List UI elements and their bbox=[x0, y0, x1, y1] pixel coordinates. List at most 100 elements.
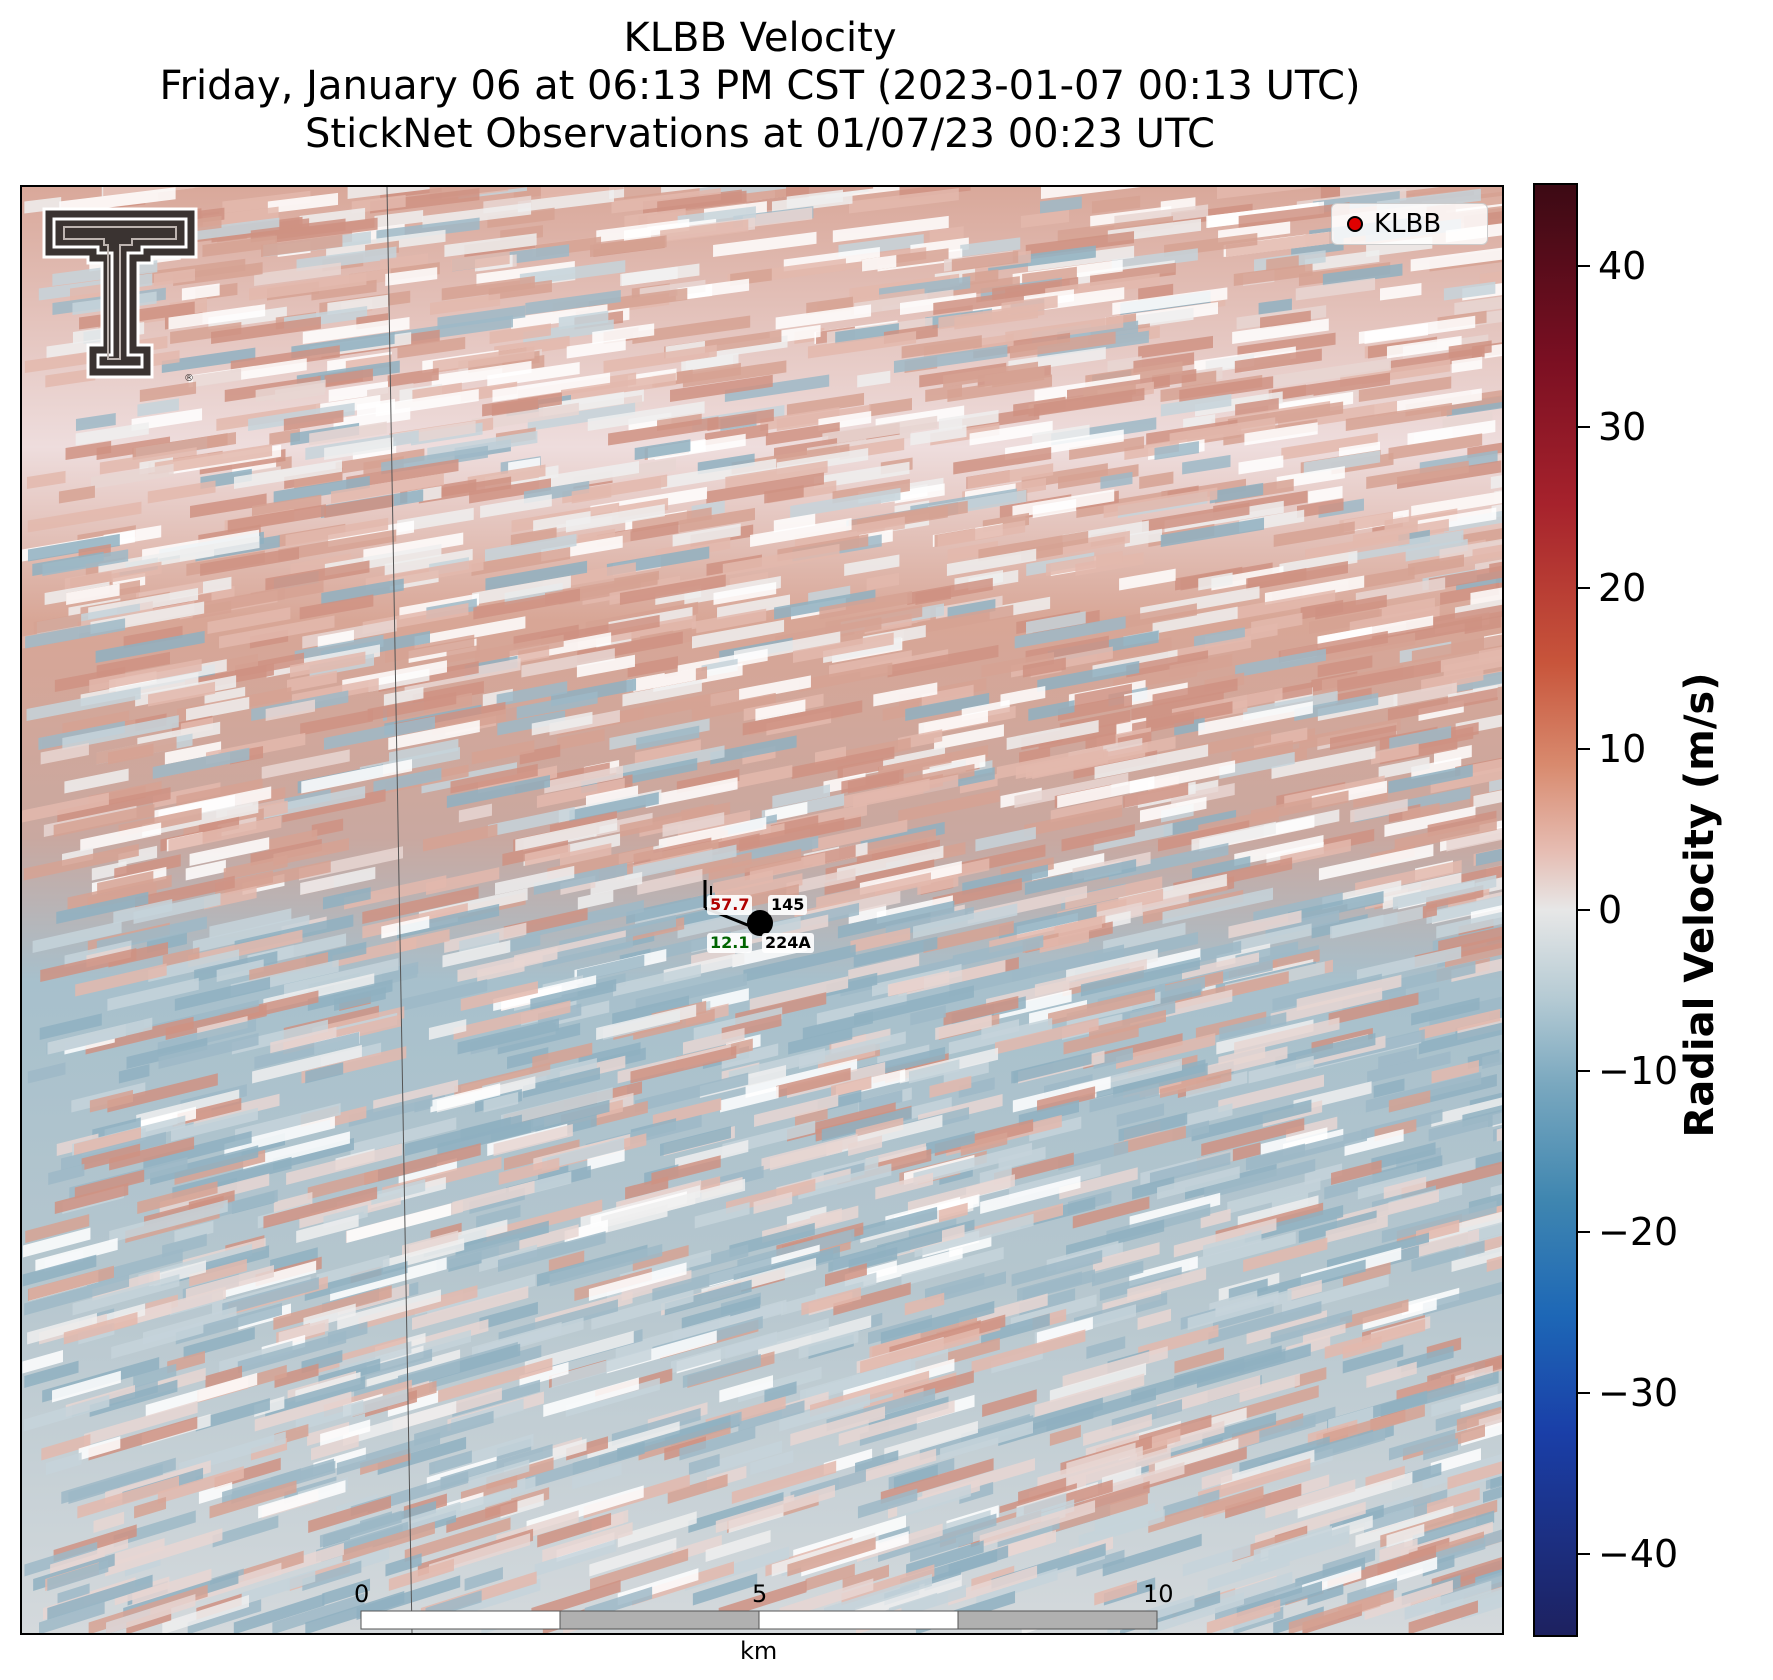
radar-cell bbox=[1244, 422, 1318, 446]
radar-cell bbox=[148, 949, 240, 982]
radar-cell bbox=[471, 402, 579, 431]
radar-cell bbox=[1187, 1289, 1292, 1330]
county-boundary-line bbox=[386, 187, 413, 1633]
radar-cell bbox=[334, 986, 386, 1011]
klbb-marker-icon bbox=[1347, 216, 1363, 232]
radar-cell bbox=[181, 283, 220, 301]
radar-cell bbox=[1069, 436, 1145, 460]
radar-cell bbox=[497, 710, 566, 736]
temperature-value: 57.7 bbox=[710, 895, 750, 914]
radar-cell bbox=[710, 735, 797, 765]
radar-cell bbox=[1227, 1177, 1321, 1214]
radar-cell bbox=[50, 1547, 105, 1577]
radar-cell bbox=[1411, 634, 1502, 663]
radar-cell bbox=[1093, 822, 1173, 852]
station-temperature: 57.7 bbox=[707, 895, 753, 915]
radar-cell bbox=[383, 686, 424, 707]
radar-cell bbox=[750, 517, 852, 547]
radar-cell bbox=[261, 234, 343, 257]
radar-cell bbox=[62, 710, 130, 736]
radar-cell bbox=[996, 745, 1104, 779]
radar-cell bbox=[309, 421, 387, 446]
radar-cell bbox=[774, 589, 876, 620]
radar-cell bbox=[1129, 760, 1236, 794]
radar-cell bbox=[1422, 1554, 1455, 1577]
radar-cell bbox=[473, 588, 581, 620]
radar-cell bbox=[1394, 818, 1497, 852]
radar-cell bbox=[971, 1329, 1086, 1374]
radar-cell bbox=[1033, 387, 1145, 417]
radar-cell bbox=[1202, 1412, 1277, 1446]
radar-cell bbox=[571, 485, 612, 504]
radar-cell bbox=[274, 1542, 344, 1577]
radar-cell bbox=[404, 1517, 511, 1562]
radar-cell bbox=[322, 1578, 371, 1606]
radar-cell bbox=[1380, 282, 1422, 301]
radar-cell bbox=[948, 1017, 1053, 1055]
radar-cell bbox=[1411, 997, 1480, 1026]
colorbar-tick-label: 10 bbox=[1598, 726, 1647, 771]
radar-cell bbox=[657, 190, 747, 214]
radar-cell bbox=[388, 720, 480, 750]
radar-cell bbox=[438, 1357, 553, 1403]
radar-cell bbox=[511, 304, 608, 330]
radar-cell bbox=[943, 1060, 989, 1084]
radar-cell bbox=[523, 319, 614, 344]
radar-cell bbox=[918, 710, 988, 736]
radar-cell bbox=[1123, 307, 1194, 330]
radar-cell bbox=[1234, 1017, 1340, 1055]
radar-cell bbox=[1347, 1577, 1398, 1606]
radar-cell bbox=[1442, 411, 1493, 431]
radar-cell bbox=[1160, 1068, 1232, 1098]
radar-cell bbox=[126, 1037, 208, 1069]
radar-cell bbox=[1270, 987, 1383, 1026]
radar-cell bbox=[908, 1059, 960, 1084]
radar-cell bbox=[510, 527, 557, 547]
colorbar-tick-label: −40 bbox=[1598, 1532, 1679, 1577]
radar-cell bbox=[223, 854, 288, 881]
radar-cell bbox=[1451, 356, 1483, 373]
colorbar-tick-label: 0 bbox=[1598, 888, 1623, 932]
radar-cell bbox=[1057, 694, 1132, 721]
radar-cell bbox=[1208, 1301, 1322, 1345]
radar-cell bbox=[47, 1559, 109, 1591]
radar-cell bbox=[173, 262, 263, 286]
radar-cell bbox=[1270, 1309, 1353, 1345]
radar-cell bbox=[1091, 1260, 1144, 1287]
radar-cell bbox=[791, 746, 895, 779]
radar-cell bbox=[901, 1246, 1004, 1287]
radar-cell bbox=[923, 920, 1014, 953]
radar-cell bbox=[162, 947, 200, 968]
radar-cell bbox=[897, 1484, 971, 1519]
radar-cell bbox=[634, 739, 701, 765]
radar-cell bbox=[65, 440, 112, 460]
radar-cell bbox=[412, 1285, 529, 1330]
radar-cell bbox=[40, 742, 89, 765]
radar-cell bbox=[947, 598, 996, 620]
radar-cell bbox=[95, 630, 205, 663]
radar-cell bbox=[458, 803, 492, 823]
radar-cell bbox=[106, 1594, 196, 1633]
radar-cell bbox=[1295, 277, 1376, 301]
radar-cell bbox=[26, 687, 141, 721]
radar-cell bbox=[132, 1568, 212, 1606]
radar-cell bbox=[1482, 1052, 1502, 1069]
radar-cell bbox=[328, 381, 389, 402]
velocity-map[interactable] bbox=[20, 185, 1504, 1635]
radar-cell bbox=[1383, 1176, 1427, 1200]
radar-cell bbox=[27, 501, 142, 533]
radar-cell bbox=[497, 1022, 581, 1055]
radar-cell bbox=[1305, 531, 1410, 562]
radar-cell bbox=[1273, 521, 1355, 547]
radar-cell bbox=[962, 407, 1040, 431]
radar-cell bbox=[385, 1553, 422, 1577]
radar-cell bbox=[1297, 1471, 1413, 1519]
radar-cell bbox=[848, 903, 887, 924]
radar-cell bbox=[308, 1495, 391, 1533]
radar-cell bbox=[1182, 454, 1231, 475]
radar-cell bbox=[59, 187, 176, 214]
radar-cell bbox=[564, 1219, 608, 1243]
radar-cell bbox=[404, 1114, 522, 1156]
radar-cell bbox=[444, 233, 537, 257]
radar-cell bbox=[1243, 1237, 1328, 1272]
